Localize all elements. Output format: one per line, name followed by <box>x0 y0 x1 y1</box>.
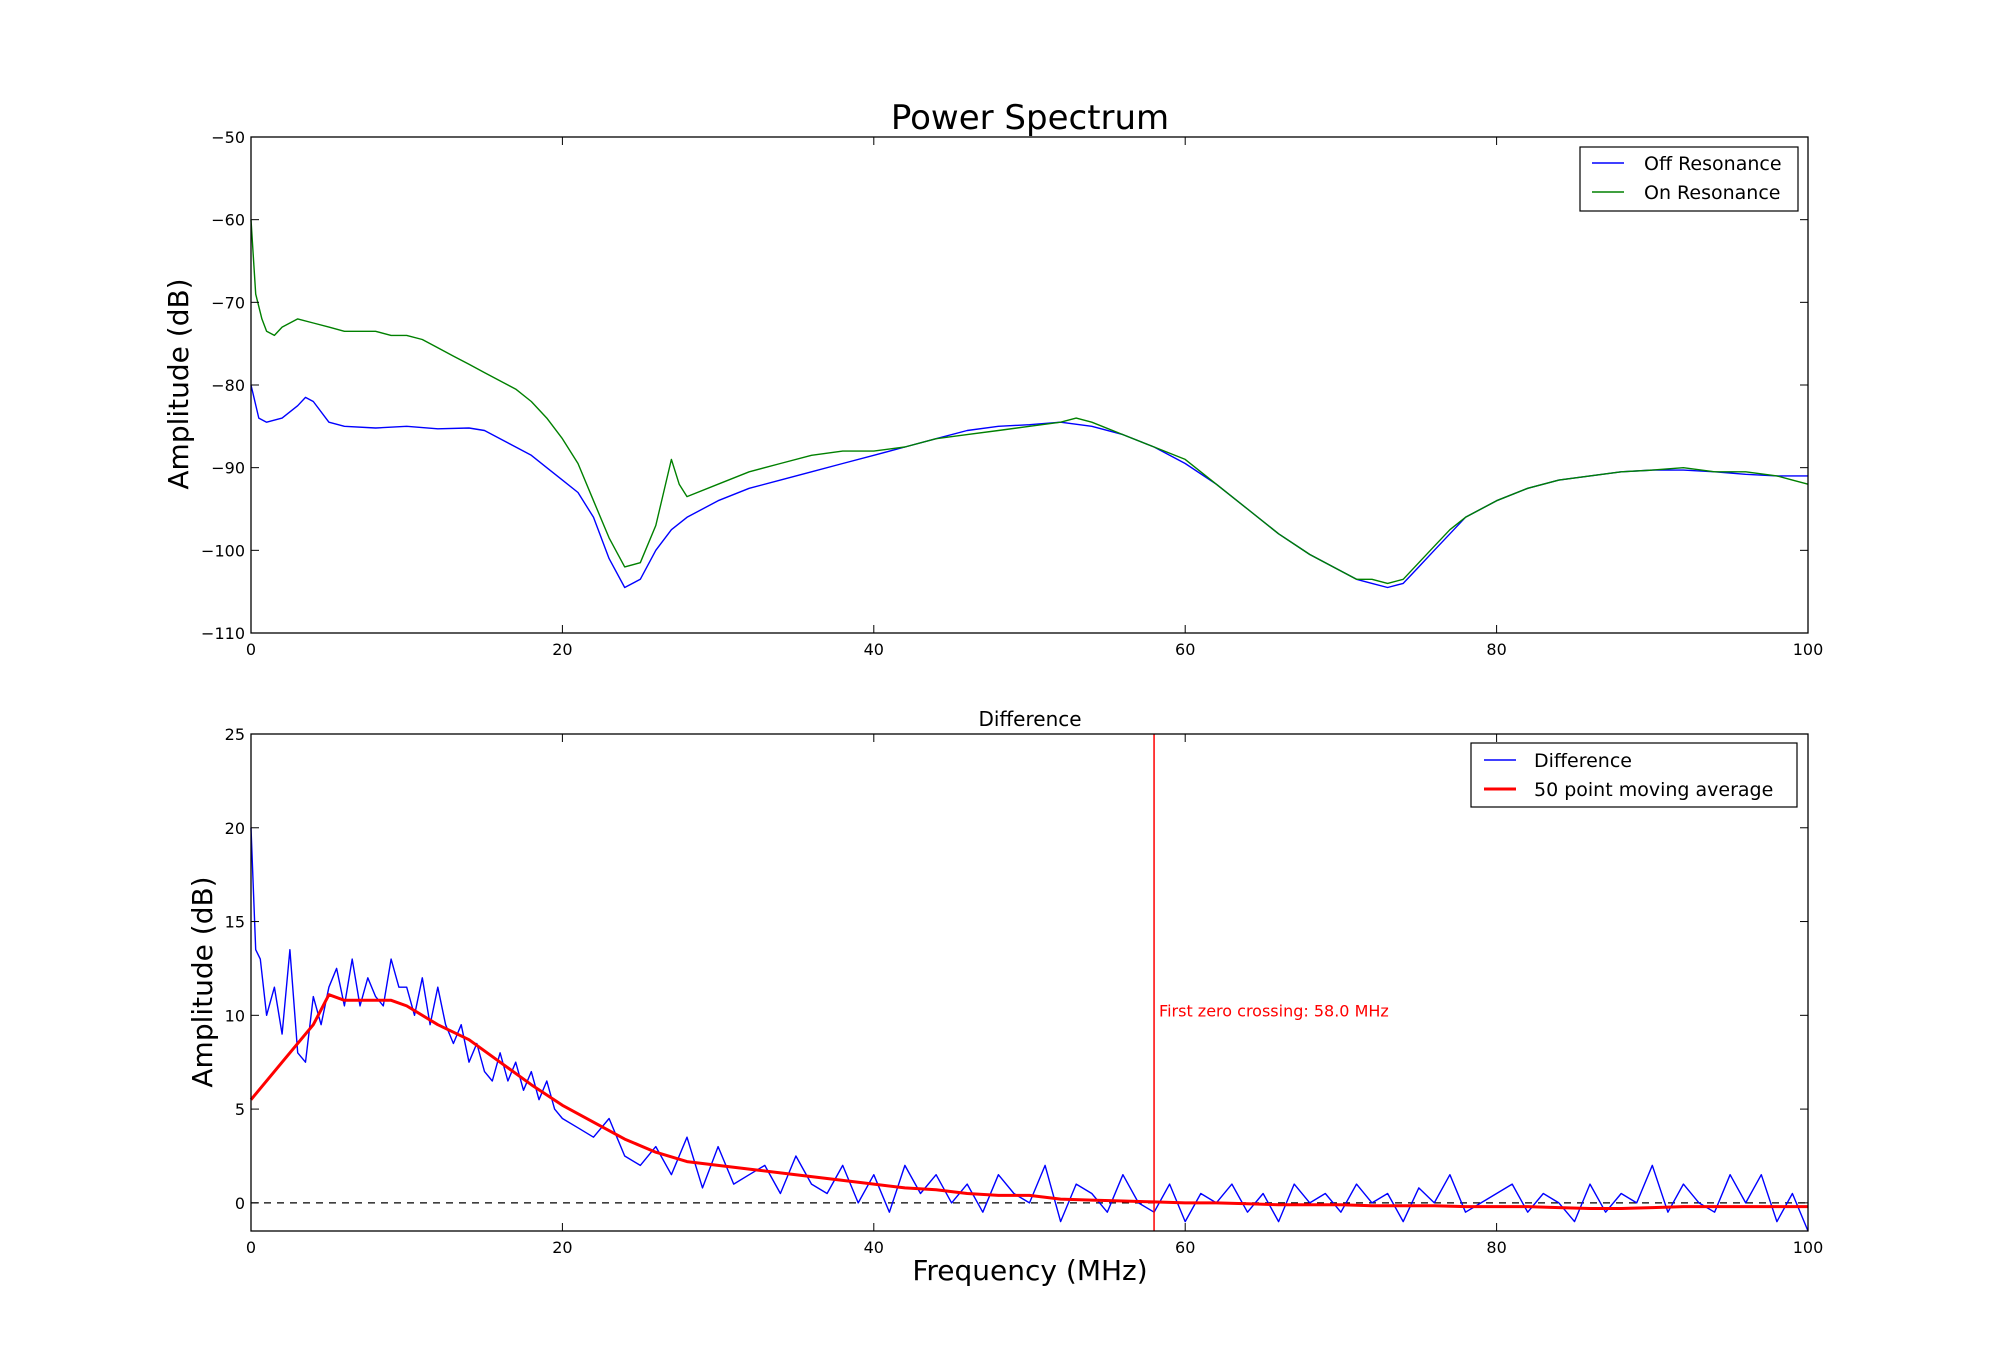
first-zero-crossing-annotation: First zero crossing: 58.0 MHz <box>1159 1002 1389 1021</box>
y-tick-label: −90 <box>211 459 245 478</box>
legend-frame <box>1579 146 1799 212</box>
y-tick-label: 5 <box>235 1100 245 1119</box>
x-tick-label: 20 <box>552 640 572 659</box>
x-tick-label: 20 <box>552 1238 572 1257</box>
difference-series-group <box>249 734 1809 1232</box>
y-tick-label: 10 <box>225 1006 245 1025</box>
y-tick-label: 0 <box>235 1194 245 1213</box>
difference-ticks: 0 20 40 60 80 100 0 5 10 15 20 25 <box>225 725 1824 1257</box>
power-spectrum-series-group <box>250 219 1809 589</box>
y-tick-label: 15 <box>225 913 245 932</box>
difference-xlabel: Frequency (MHz) <box>912 1254 1147 1287</box>
difference-plot: Difference Amplitude (dB) Frequency (MHz… <box>186 707 1823 1287</box>
y-tick-label: −80 <box>211 376 245 395</box>
legend-label-difference: Difference <box>1534 750 1632 772</box>
x-tick-label: 100 <box>1793 640 1824 659</box>
x-tick-label: 100 <box>1793 1238 1824 1257</box>
x-tick-label: 80 <box>1486 1238 1506 1257</box>
power-spectrum-legend: Off Resonance On Resonance <box>1579 146 1799 212</box>
legend-frame <box>1470 742 1798 808</box>
x-tick-label: 60 <box>1175 640 1195 659</box>
x-tick-label: 0 <box>246 640 256 659</box>
power-spectrum-axes-frame <box>250 136 1809 634</box>
power-spectrum-series-off-resonance <box>250 384 1808 589</box>
difference-series-50-point-moving-average <box>249 993 1808 1210</box>
y-tick-label: −50 <box>211 128 245 147</box>
power-spectrum-title: Power Spectrum <box>891 98 1169 138</box>
y-tick-label: −70 <box>211 293 245 312</box>
x-tick-label: 40 <box>864 640 884 659</box>
difference-ylabel: Amplitude (dB) <box>186 876 219 1087</box>
y-tick-label: −110 <box>201 624 245 643</box>
y-tick-label: 20 <box>225 819 245 838</box>
difference-series-difference <box>250 827 1809 1232</box>
legend-label-on-resonance: On Resonance <box>1644 182 1780 204</box>
x-tick-label: 40 <box>864 1238 884 1257</box>
y-tick-label: −100 <box>201 541 245 560</box>
x-tick-label: 60 <box>1175 1238 1195 1257</box>
x-tick-label: 0 <box>246 1238 256 1257</box>
difference-title: Difference <box>978 707 1081 731</box>
difference-axes-frame <box>250 733 1809 1232</box>
y-tick-label: 25 <box>225 725 245 744</box>
y-tick-label: −60 <box>211 211 245 230</box>
legend-label-off-resonance: Off Resonance <box>1644 153 1782 175</box>
power-spectrum-plot: Power Spectrum Amplitude (dB) 0 20 40 60 80 1… <box>162 98 1823 659</box>
x-tick-label: 80 <box>1486 640 1506 659</box>
power-spectrum-ylabel: Amplitude (dB) <box>162 278 195 489</box>
power-spectrum-ticks: 0 20 40 60 80 100 −110 −100 −90 −80 −70 −60 −50 <box>201 128 1823 659</box>
difference-legend: Difference 50 point moving average <box>1470 742 1798 808</box>
legend-label-moving-average: 50 point moving average <box>1534 779 1773 801</box>
power-spectrum-series-on-resonance <box>250 219 1809 585</box>
